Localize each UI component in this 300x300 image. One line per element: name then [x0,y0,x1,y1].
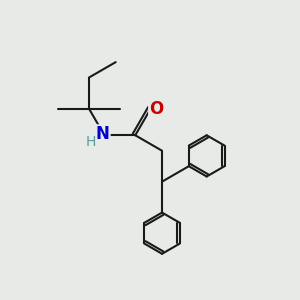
Text: O: O [149,100,163,118]
Text: H: H [86,135,96,149]
Text: N: N [96,125,110,143]
